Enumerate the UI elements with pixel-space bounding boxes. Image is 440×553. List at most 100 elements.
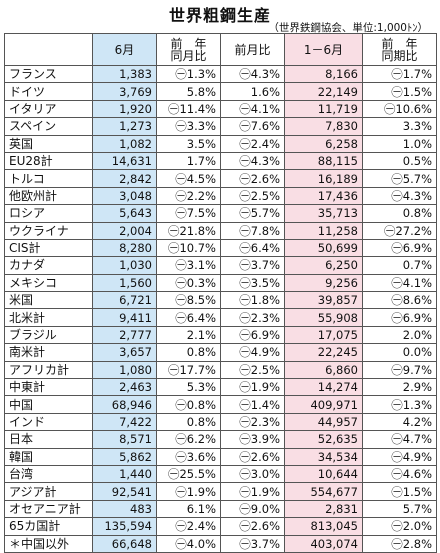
cell-yoy-month: ㊀2.4% <box>156 517 221 536</box>
cell-yoy-period: ㊀4.1% <box>362 273 437 293</box>
cell-month: 8,571 <box>92 430 157 449</box>
cell-yoy-period: 4.2% <box>362 412 437 432</box>
cell-mom: ㊀2.3% <box>220 308 285 327</box>
cell-ytd: 16,189 <box>284 169 363 188</box>
cell-ytd: 35,713 <box>284 204 363 223</box>
cell-month: 2,842 <box>92 169 157 188</box>
cell-mom: ㊀3.0% <box>220 464 285 484</box>
cell-yoy-period: 0.5% <box>362 151 437 171</box>
cell-mom: 1.6% <box>220 82 285 101</box>
cell-mom: ㊀2.6% <box>220 169 285 188</box>
cell-month: 2,004 <box>92 221 157 240</box>
cell-month: 1,030 <box>92 256 157 275</box>
cell-yoy-month: ㊀11.4% <box>156 99 221 119</box>
cell-mom: ㊀3.9% <box>220 430 285 449</box>
header-yoy-period-line1: 前 年 <box>381 36 418 51</box>
cell-ytd: 8,166 <box>284 64 363 84</box>
cell-month: 2,463 <box>92 378 157 397</box>
cell-name: スペイン <box>4 117 93 136</box>
cell-ytd: 554,677 <box>284 482 363 501</box>
cell-mom: ㊀1.9% <box>220 482 285 501</box>
cell-month: 9,411 <box>92 308 157 327</box>
cell-ytd: 9,256 <box>284 273 363 293</box>
table-row: 中国 68,946 ㊀0.8% ㊀1.4% 409,971 ㊀1.3% <box>4 395 437 414</box>
cell-ytd: 22,245 <box>284 343 363 362</box>
cell-yoy-period: ㊀10.6% <box>362 99 437 119</box>
cell-name: 65カ国計 <box>4 517 93 536</box>
cell-month: 3,769 <box>92 82 157 101</box>
cell-mom: ㊀4.1% <box>220 99 285 119</box>
header-yoy-month-line1: 前 年 <box>170 36 207 51</box>
cell-month: 1,383 <box>92 64 157 84</box>
cell-ytd: 39,857 <box>284 291 363 310</box>
table-body: フランス 1,383 ㊀1.3% ㊀4.3% 8,166 ㊀1.7% ドイツ 3,769 5.8… <box>4 64 437 553</box>
cell-yoy-month: ㊀2.2% <box>156 186 221 206</box>
cell-yoy-period: ㊀4.9% <box>362 447 437 466</box>
cell-ytd: 6,258 <box>284 134 363 153</box>
cell-yoy-month: 0.8% <box>156 412 221 432</box>
cell-yoy-period: ㊀4.7% <box>362 430 437 449</box>
table-row: 65カ国計 135,594 ㊀2.4% ㊀2.6% 813,045 ㊀2.0% <box>4 517 437 536</box>
cell-yoy-period: ㊀4.6% <box>362 464 437 484</box>
cell-month: 1,082 <box>92 134 157 153</box>
cell-yoy-month: 0.8% <box>156 343 221 362</box>
table-row: カナダ 1,030 ㊀3.1% ㊀3.7% 6,250 0.7% <box>4 256 437 275</box>
cell-month: 3,657 <box>92 343 157 362</box>
table-header: 6月 前 年 同月比 前月比 1－6月 前 年 同期比 <box>4 33 437 66</box>
cell-mom: ㊀3.5% <box>220 273 285 293</box>
cell-name: ＊中国以外 <box>4 534 93 553</box>
header-yoy-period-line2: 同期比 <box>381 48 418 63</box>
cell-name: ウクライナ <box>4 221 93 240</box>
cell-yoy-period: ㊀1.5% <box>362 82 437 101</box>
cell-ytd: 6,250 <box>284 256 363 275</box>
cell-yoy-period: 0.7% <box>362 256 437 275</box>
cell-name: オセアニア計 <box>4 499 93 519</box>
cell-yoy-period: ㊀9.7% <box>362 360 437 380</box>
cell-ytd: 44,957 <box>284 412 363 432</box>
header-yoy-month: 前 年 同月比 <box>156 33 221 66</box>
cell-name: 中国 <box>4 395 93 414</box>
cell-ytd: 50,699 <box>284 238 363 258</box>
cell-yoy-month: ㊀25.5% <box>156 464 221 484</box>
cell-yoy-period: ㊀1.3% <box>362 395 437 414</box>
cell-yoy-period: 2.0% <box>362 325 437 345</box>
table-row: ドイツ 3,769 5.8% 1.6% 22,149 ㊀1.5% <box>4 82 437 101</box>
cell-yoy-month: ㊀3.3% <box>156 117 221 136</box>
header-yoy-month-line2: 同月比 <box>170 48 207 63</box>
cell-month: 135,594 <box>92 517 157 536</box>
cell-month: 5,643 <box>92 204 157 223</box>
cell-ytd: 11,258 <box>284 221 363 240</box>
cell-name: トルコ <box>4 169 93 188</box>
cell-name: 他欧州計 <box>4 186 93 206</box>
table-row: 台湾 1,440 ㊀25.5% ㊀3.0% 10,644 ㊀4.6% <box>4 464 437 484</box>
table-row: 他欧州計 3,048 ㊀2.2% ㊀2.5% 17,436 ㊀4.3% <box>4 186 437 206</box>
cell-ytd: 11,719 <box>284 99 363 119</box>
cell-mom: ㊀6.4% <box>220 238 285 258</box>
table-row: 中東計 2,463 5.3% ㊀1.9% 14,274 2.9% <box>4 378 437 397</box>
steel-production-table: 6月 前 年 同月比 前月比 1－6月 前 年 同期比 フランス 1,383 ㊀1.… <box>4 33 437 553</box>
cell-yoy-month: ㊀10.7% <box>156 238 221 258</box>
cell-mom: ㊀4.3% <box>220 64 285 84</box>
cell-month: 1,440 <box>92 464 157 484</box>
cell-month: 92,541 <box>92 482 157 501</box>
cell-name: アジア計 <box>4 482 93 501</box>
table-row: スペイン 1,273 ㊀3.3% ㊀7.6% 7,830 3.3% <box>4 117 437 136</box>
cell-yoy-period: ㊀4.3% <box>362 186 437 206</box>
cell-name: 台湾 <box>4 464 93 484</box>
cell-name: カナダ <box>4 256 93 275</box>
cell-yoy-month: ㊀8.5% <box>156 291 221 310</box>
cell-mom: ㊀2.3% <box>220 412 285 432</box>
cell-yoy-month: 1.7% <box>156 151 221 171</box>
page-title: 世界粗鋼生産 <box>168 6 271 25</box>
table-row: アフリカ計 1,080 ㊀17.7% ㊀2.5% 6,860 ㊀9.7% <box>4 360 437 380</box>
cell-yoy-period: ㊀5.7% <box>362 169 437 188</box>
cell-month: 7,422 <box>92 412 157 432</box>
cell-mom: ㊀6.9% <box>220 325 285 345</box>
cell-ytd: 14,274 <box>284 378 363 397</box>
cell-yoy-period: 5.7% <box>362 499 437 519</box>
cell-month: 1,273 <box>92 117 157 136</box>
table-row: トルコ 2,842 ㊀4.5% ㊀2.6% 16,189 ㊀5.7% <box>4 169 437 188</box>
cell-name: 日本 <box>4 430 93 449</box>
header-ytd: 1－6月 <box>284 33 363 66</box>
cell-month: 1,080 <box>92 360 157 380</box>
